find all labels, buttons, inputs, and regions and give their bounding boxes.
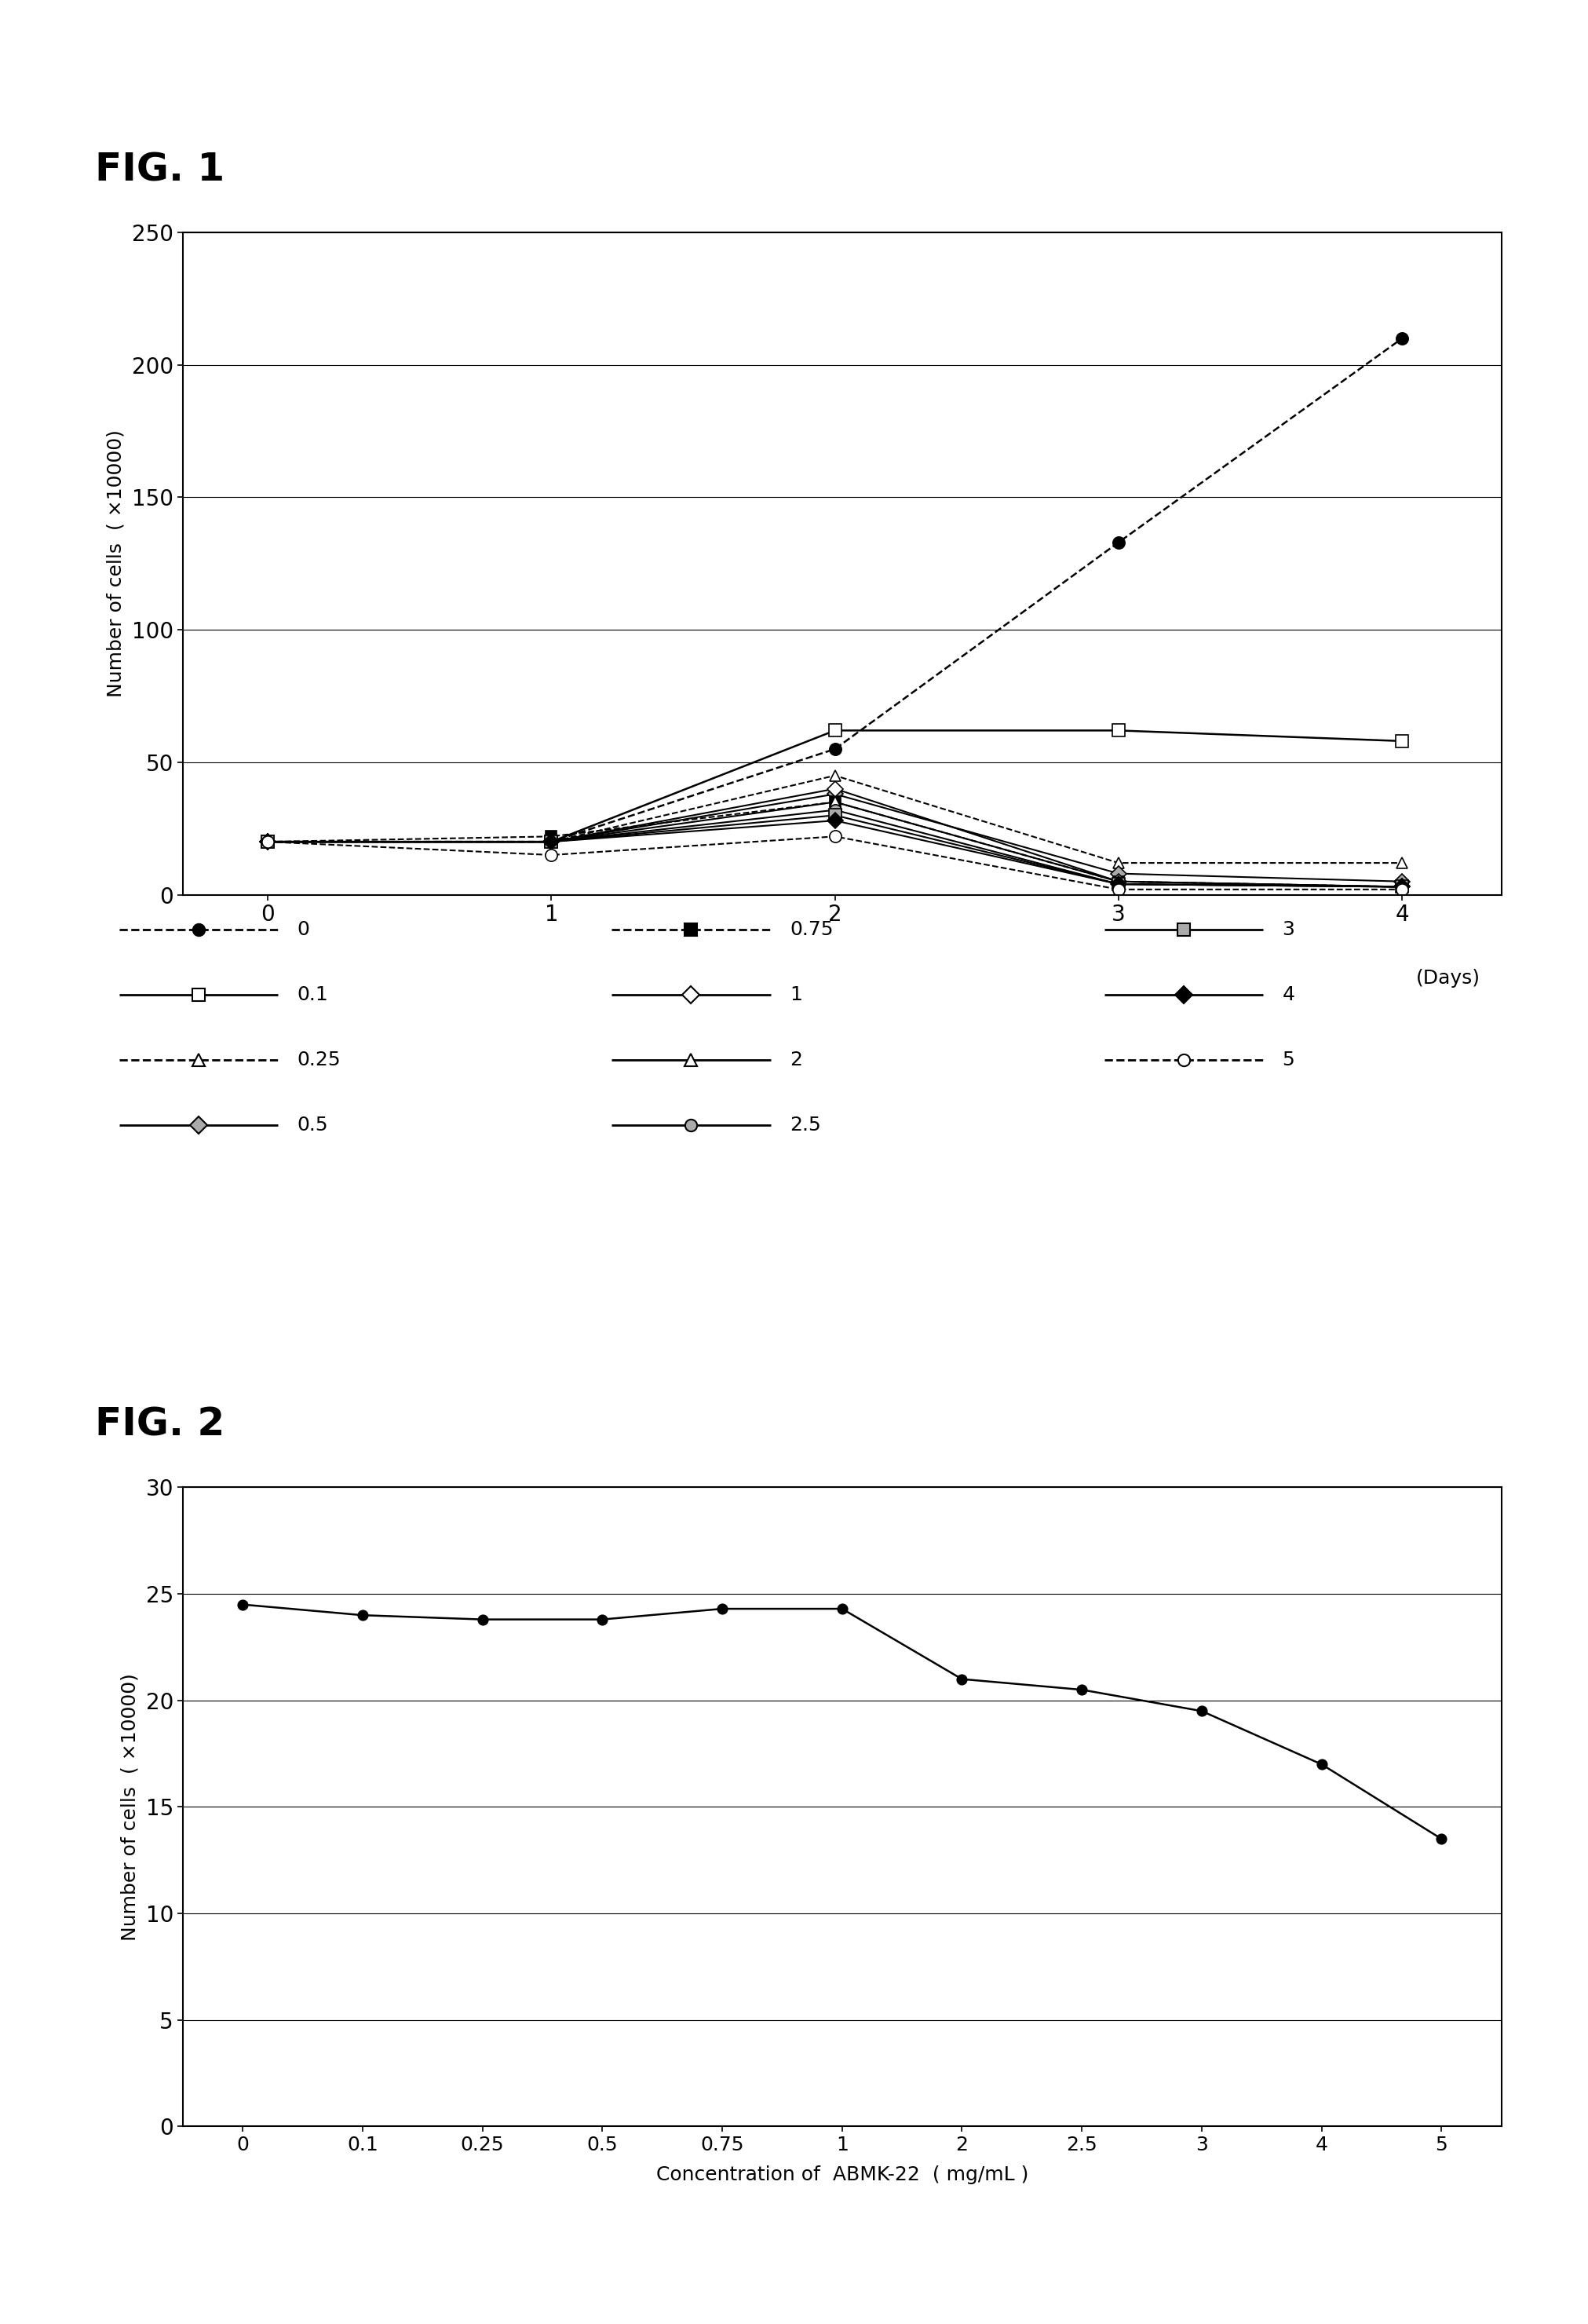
Text: 0.1: 0.1	[297, 985, 329, 1004]
Text: 2.5: 2.5	[789, 1116, 821, 1134]
Text: 2: 2	[789, 1050, 802, 1069]
Text: 5: 5	[1282, 1050, 1294, 1069]
X-axis label: Concentration of  ABMK-22  ( mg/mL ): Concentration of ABMK-22 ( mg/mL )	[656, 2166, 1027, 2185]
Y-axis label: Number of cells  ( ×10000): Number of cells ( ×10000)	[121, 1673, 140, 1941]
Text: 0.75: 0.75	[789, 920, 832, 939]
Text: FIG. 2: FIG. 2	[95, 1406, 225, 1443]
Text: 0: 0	[297, 920, 310, 939]
Text: (Days): (Days)	[1415, 969, 1480, 988]
Text: FIG. 1: FIG. 1	[95, 151, 225, 188]
Text: 1: 1	[789, 985, 802, 1004]
Text: 4: 4	[1282, 985, 1294, 1004]
Text: 0.5: 0.5	[297, 1116, 329, 1134]
Text: 0.25: 0.25	[297, 1050, 340, 1069]
Y-axis label: Number of cells  ( ×10000): Number of cells ( ×10000)	[106, 430, 125, 697]
Text: 3: 3	[1282, 920, 1294, 939]
